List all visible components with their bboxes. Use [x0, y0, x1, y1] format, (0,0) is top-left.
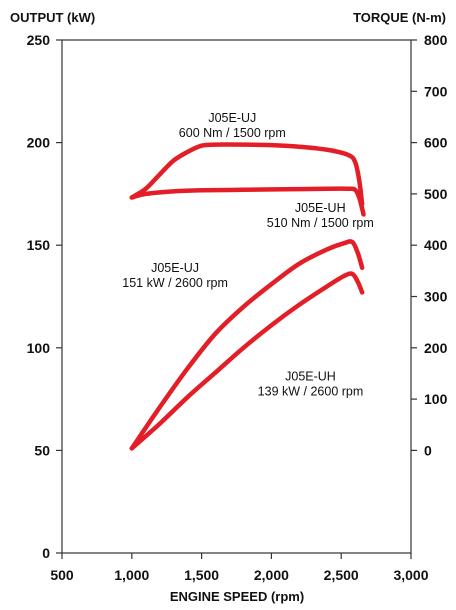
annotation-line: 510 Nm / 1500 rpm — [267, 216, 374, 230]
annotation-line: J05E-UJ — [208, 111, 256, 125]
x-axis-title: ENGINE SPEED (rpm) — [170, 589, 304, 604]
x-tick-label: 1,500 — [184, 567, 219, 583]
x-tick-label: 3,000 — [393, 567, 428, 583]
annotation-1: J05E-UJ 600 Nm / 1500 rpm — [179, 111, 286, 140]
annotation-line: J05E-UJ — [151, 261, 199, 275]
annotation-line: 151 kW / 2600 rpm — [122, 276, 228, 290]
annotation-line: 600 Nm / 1500 rpm — [179, 126, 286, 140]
x-tick-label: 1,000 — [114, 567, 149, 583]
axis-ticks: 500 1,000 1,500 2,000 2,500 3,000 0 50 100 150 200… — [27, 32, 448, 583]
x-tick-label: 500 — [50, 567, 74, 583]
y-right-tick-label: 700 — [424, 83, 448, 99]
x-tick-label: 2,500 — [324, 567, 359, 583]
annotation-2: J05E-UH 510 Nm / 1500 rpm — [267, 201, 374, 230]
series-line-2 — [129, 186, 366, 217]
y-right-tick-label: 100 — [424, 391, 448, 407]
y-right-tick-label: 0 — [424, 442, 432, 458]
y-left-tick-label: 50 — [34, 442, 50, 458]
y-right-tick-label: 800 — [424, 32, 448, 48]
y-left-tick-label: 150 — [27, 237, 51, 253]
series-line-3 — [129, 239, 365, 451]
series-line-1 — [129, 142, 365, 207]
y-left-tick-label: 0 — [42, 545, 50, 561]
y-right-tick-label: 600 — [424, 135, 448, 151]
y-right-tick-label: 400 — [424, 237, 448, 253]
annotation-4: J05E-UH 139 kW / 2600 rpm — [258, 370, 364, 399]
series-lines — [129, 142, 366, 451]
y-left-tick-label: 100 — [27, 340, 51, 356]
y-right-tick-label: 200 — [424, 340, 448, 356]
annotation-3: J05E-UJ 151 kW / 2600 rpm — [122, 261, 228, 290]
series-line-4 — [129, 271, 365, 451]
annotation-line: J05E-UH — [285, 370, 336, 384]
left-axis-title: OUTPUT (kW) — [10, 10, 95, 25]
y-left-tick-label: 200 — [27, 135, 51, 151]
y-right-tick-label: 500 — [424, 186, 448, 202]
x-tick-label: 2,000 — [254, 567, 289, 583]
y-right-tick-label: 300 — [424, 289, 448, 305]
right-axis-title: TORQUE (N-m) — [353, 10, 446, 25]
annotation-line: 139 kW / 2600 rpm — [258, 385, 364, 399]
y-left-tick-label: 250 — [27, 32, 51, 48]
annotation-line: J05E-UH — [295, 201, 346, 215]
